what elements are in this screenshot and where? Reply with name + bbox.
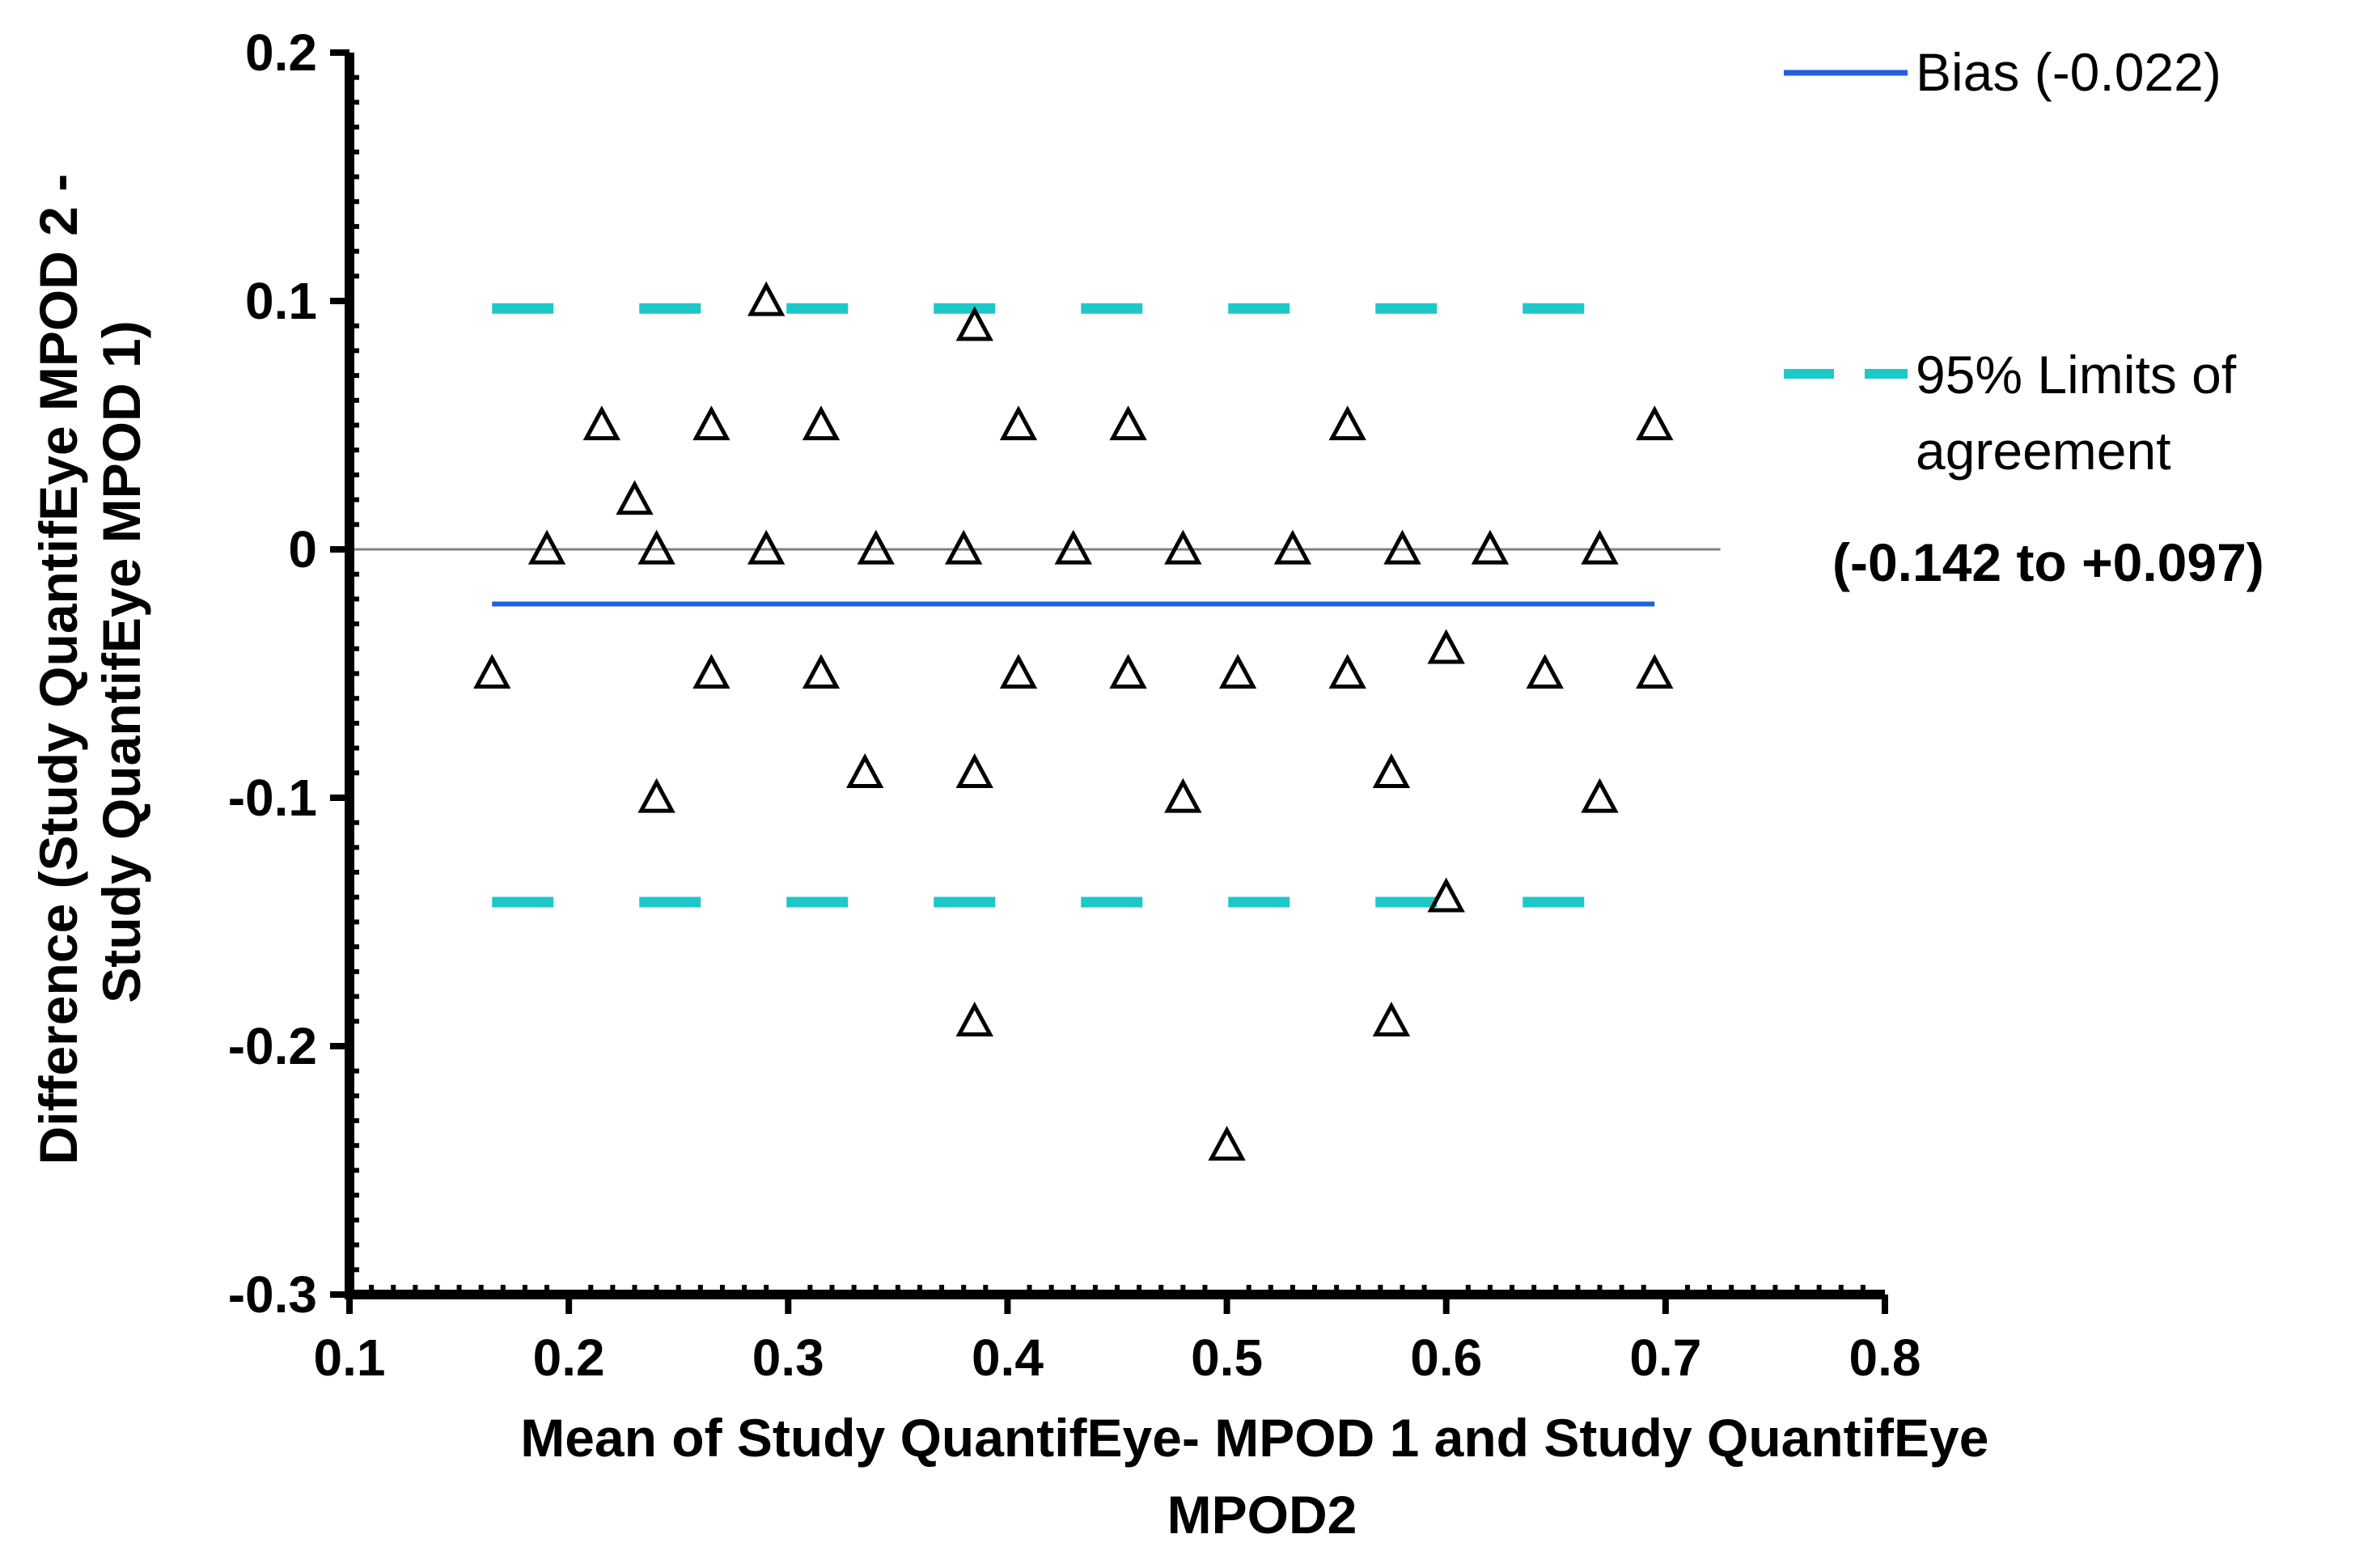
data-point [1372, 753, 1411, 788]
data-point [1208, 1125, 1246, 1161]
data-point [857, 529, 895, 565]
data-point [616, 480, 654, 515]
data-point [747, 529, 786, 565]
data-point [1383, 529, 1421, 565]
x-axis-title-line-1: Mean of Study QuantifEye- MPOD 1 and Stu… [520, 1408, 1988, 1468]
data-point [527, 529, 566, 565]
data-point [1164, 529, 1202, 565]
data-point [1471, 529, 1510, 565]
y-tick-label: 0 [288, 520, 317, 578]
data-point [1109, 405, 1147, 441]
data-point [1328, 654, 1366, 689]
data-point [802, 405, 841, 441]
data-point [692, 654, 731, 689]
data-point [955, 753, 993, 788]
data-point [955, 306, 993, 341]
data-point [1109, 654, 1147, 689]
y-tick-label: 0.2 [245, 23, 317, 82]
data-point [1218, 654, 1257, 689]
y-tick-label: 0.1 [245, 272, 317, 330]
legend-loa-label: 95% Limits of agreement [1916, 345, 2251, 481]
data-point [1054, 529, 1092, 565]
x-axis-title-line-2: MPOD2 [1167, 1485, 1357, 1545]
axes [345, 53, 1885, 1299]
x-tick-label: 0.5 [1191, 1329, 1263, 1387]
data-point [1328, 405, 1366, 441]
data-point [1581, 778, 1619, 813]
y-axis-title: Difference (Study QuantifEye MPOD 2 - St… [28, 159, 151, 1164]
data-point [1581, 529, 1619, 565]
legend-bias-label: Bias (-0.022) [1916, 42, 2221, 102]
x-tick-label: 0.4 [972, 1329, 1044, 1387]
reference-lines [349, 303, 1721, 908]
y-axis-title-line-2: Study QuantifEye MPOD 1) [91, 320, 151, 1002]
y-axis-title-line-1: Difference (Study QuantifEye MPOD 2 - [28, 174, 88, 1165]
x-tick-label: 0.7 [1629, 1329, 1701, 1387]
data-point [845, 753, 884, 788]
data-point [1427, 629, 1465, 664]
data-points [473, 281, 1674, 1161]
legend-loa-label-line-1: 95% Limits of [1916, 345, 2237, 405]
data-point [945, 529, 983, 565]
x-tick-label: 0.8 [1849, 1329, 1921, 1387]
data-point [1164, 778, 1202, 813]
data-point [747, 281, 786, 316]
data-point [999, 654, 1038, 689]
legend-loa-label-line-2: agreement [1916, 421, 2171, 481]
data-point [582, 405, 621, 441]
data-point [1526, 654, 1564, 689]
axis-ticks: 0.20.10-0.1-0.2-0.30.1 0.2 0.3 0.4 0.5 0.6 0.7… [228, 23, 1921, 1387]
data-point [473, 654, 511, 689]
data-point [1273, 529, 1312, 565]
legend: Bias (-0.022) 95% Limits of agreement (-… [1784, 42, 2264, 592]
data-point [802, 654, 841, 689]
x-tick-label: 0.2 [533, 1329, 605, 1387]
x-axis-title: Mean of Study QuantifEye- MPOD 1 and Stu… [520, 1408, 2004, 1545]
data-point [1636, 654, 1674, 689]
data-point [1427, 877, 1465, 913]
data-point [637, 529, 675, 565]
legend-range-label: (-0.142 to +0.097) [1832, 532, 2264, 592]
y-tick-label: -0.3 [228, 1265, 317, 1324]
data-point [1372, 1002, 1411, 1036]
y-tick-label: -0.2 [228, 1017, 317, 1075]
x-tick-label: 0.6 [1410, 1329, 1482, 1387]
data-point [692, 405, 731, 441]
x-tick-label: 0.1 [314, 1329, 386, 1387]
data-point [637, 778, 675, 813]
data-point [1636, 405, 1674, 441]
data-point [999, 405, 1038, 441]
y-tick-label: -0.1 [228, 769, 317, 827]
x-tick-label: 0.3 [752, 1329, 824, 1387]
data-point [955, 1002, 993, 1036]
